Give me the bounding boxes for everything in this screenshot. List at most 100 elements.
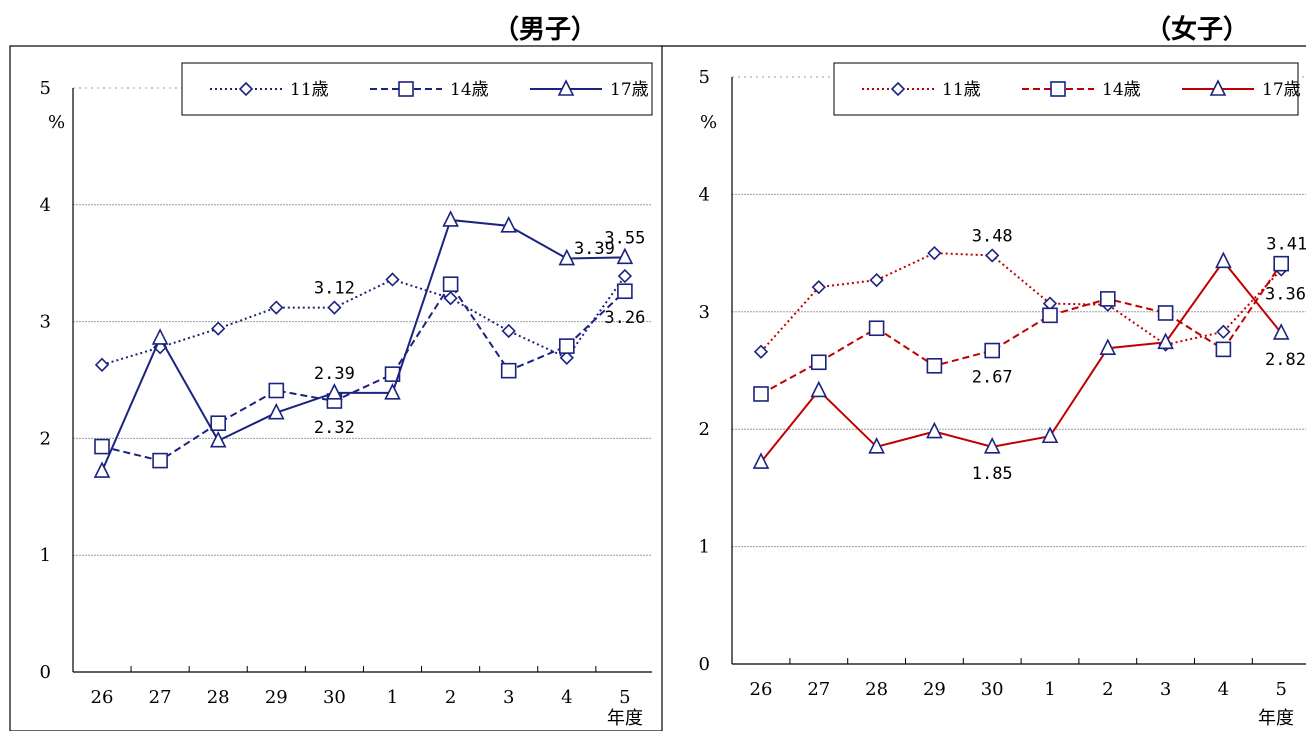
data-labels-female: 3.48 2.67 1.85 3.41 3.36 2.82 <box>972 226 1306 483</box>
chart-title-female: （女子） <box>1145 14 1249 45</box>
series-line-female-1 <box>760 263 1283 395</box>
data-label-male: 2.39 <box>314 364 355 384</box>
x-tick-label-male: 26 <box>91 687 114 708</box>
chart-panel-female: （女子） 0 1 2 3 4 5 26 27 28 29 30 1 2 3 4 5 % 年度 3.48 2.67… <box>662 14 1306 729</box>
series-line-male-1 <box>101 282 626 462</box>
y-tick-label-female: 5 <box>699 67 710 88</box>
chart-panel-male: （男子） 0 1 2 3 4 5 26 27 28 29 30 1 2 3 4 5 % 年度 3.12 2.39… <box>9 15 663 731</box>
data-point-male-2 <box>326 383 343 400</box>
data-point-female-0 <box>927 245 942 261</box>
x-tick-label-male: 27 <box>149 687 172 708</box>
data-point-female-0 <box>985 248 1000 263</box>
legend-male: 11歳 14歳 17歳 <box>181 62 653 116</box>
x-tick-label-female: 27 <box>807 679 830 700</box>
x-tick-label-female: 3 <box>1160 679 1171 700</box>
data-point-female-1 <box>984 342 1001 359</box>
data-point-male-0 <box>211 321 226 336</box>
legend-label-female-2: 17歳 <box>1262 80 1301 100</box>
x-tick-label-male: 29 <box>265 687 288 708</box>
data-point-female-2 <box>752 452 770 469</box>
data-point-female-2 <box>926 421 943 439</box>
data-point-male-1 <box>268 382 285 399</box>
legend-label-male-2: 17歳 <box>610 80 649 100</box>
data-point-male-0 <box>443 291 458 306</box>
data-point-male-2 <box>93 461 111 478</box>
legend-marker-female-1 <box>1050 81 1066 97</box>
x-tick-label-male: 28 <box>207 687 230 708</box>
legend-marker-male-1 <box>398 81 414 97</box>
axes-female: 0 1 2 3 4 5 26 27 28 29 30 1 2 3 4 5 <box>699 67 1306 700</box>
data-point-male-1 <box>558 338 575 354</box>
x-axis-label-female: 年度 <box>1258 708 1294 729</box>
series-group-male <box>93 210 634 478</box>
data-point-male-0 <box>617 268 633 284</box>
y-tick-label-male: 2 <box>40 428 51 449</box>
series-group-female <box>752 245 1290 469</box>
x-tick-label-female: 4 <box>1218 679 1229 700</box>
data-point-female-0 <box>869 272 884 288</box>
data-point-male-1 <box>617 283 633 300</box>
data-label-female: 3.48 <box>972 226 1013 246</box>
x-tick-label-female: 26 <box>750 679 773 700</box>
grid-male <box>73 87 652 556</box>
x-tick-label-female: 30 <box>981 679 1004 700</box>
data-point-male-2 <box>384 383 401 400</box>
data-label-female: 3.36 <box>1265 285 1306 305</box>
data-point-female-2 <box>868 437 885 454</box>
data-labels-male: 3.12 2.39 2.32 3.553.39 3.26 <box>314 228 645 438</box>
data-point-male-2 <box>616 247 634 265</box>
x-tick-label-female: 2 <box>1102 679 1113 700</box>
y-tick-label-male: 4 <box>40 195 51 216</box>
data-label-male: 3.26 <box>604 308 645 328</box>
data-point-female-0 <box>1216 324 1231 339</box>
y-tick-label-female: 0 <box>699 654 710 675</box>
data-label-female: 2.67 <box>972 368 1013 388</box>
data-point-male-1 <box>94 438 110 455</box>
data-label-male: 3.55 <box>604 228 645 248</box>
y-tick-label-female: 3 <box>699 302 710 323</box>
data-point-male-1 <box>210 415 226 432</box>
data-point-male-0 <box>94 357 110 372</box>
panel-frame-male <box>9 45 663 731</box>
y-tick-label-male: 0 <box>40 662 51 683</box>
y-axis-label-female: % <box>700 112 717 133</box>
x-tick-label-female: 5 <box>1275 679 1286 700</box>
data-point-male-2 <box>500 216 517 233</box>
data-label-male: 3.12 <box>314 279 355 299</box>
data-point-female-1 <box>753 386 769 402</box>
x-tick-label-male: 4 <box>561 687 572 708</box>
data-point-female-2 <box>1272 323 1290 340</box>
series-line-female-2 <box>760 259 1282 463</box>
data-point-female-1 <box>1215 341 1232 358</box>
y-tick-label-female: 1 <box>699 537 710 558</box>
y-tick-label-female: 2 <box>699 419 710 440</box>
y-tick-label-male: 1 <box>40 545 51 566</box>
x-tick-label-male: 2 <box>445 687 456 708</box>
data-point-female-1 <box>1100 291 1116 307</box>
data-label-female: 2.82 <box>1265 350 1306 370</box>
data-point-female-1 <box>926 358 943 374</box>
legend-label-male-0: 11歳 <box>290 80 329 100</box>
data-point-female-1 <box>1273 255 1289 272</box>
data-point-female-1 <box>810 354 827 371</box>
legend-marker-female-0 <box>890 81 906 97</box>
x-tick-label-female: 1 <box>1044 679 1055 700</box>
data-point-female-2 <box>1099 338 1117 355</box>
x-tick-label-male: 30 <box>323 687 346 708</box>
data-point-male-1 <box>500 362 517 379</box>
x-axis-label-male: 年度 <box>607 708 643 729</box>
axes-male: 0 1 2 3 4 5 26 27 28 29 30 1 2 3 4 5 <box>40 78 652 708</box>
data-point-male-0 <box>559 350 574 365</box>
data-point-male-1 <box>152 452 168 469</box>
data-point-female-2 <box>1041 426 1059 444</box>
data-point-female-2 <box>1157 332 1174 350</box>
data-label-male: 2.32 <box>314 418 355 438</box>
series-line-male-2 <box>101 218 625 472</box>
legend-label-female-0: 11歳 <box>942 80 981 100</box>
data-point-male-2 <box>442 210 459 227</box>
data-label-female: 3.41 <box>1266 235 1306 255</box>
data-point-male-2 <box>268 402 285 420</box>
legend-marker-male-0 <box>238 81 254 97</box>
legend-label-female-1: 14歳 <box>1102 80 1141 100</box>
